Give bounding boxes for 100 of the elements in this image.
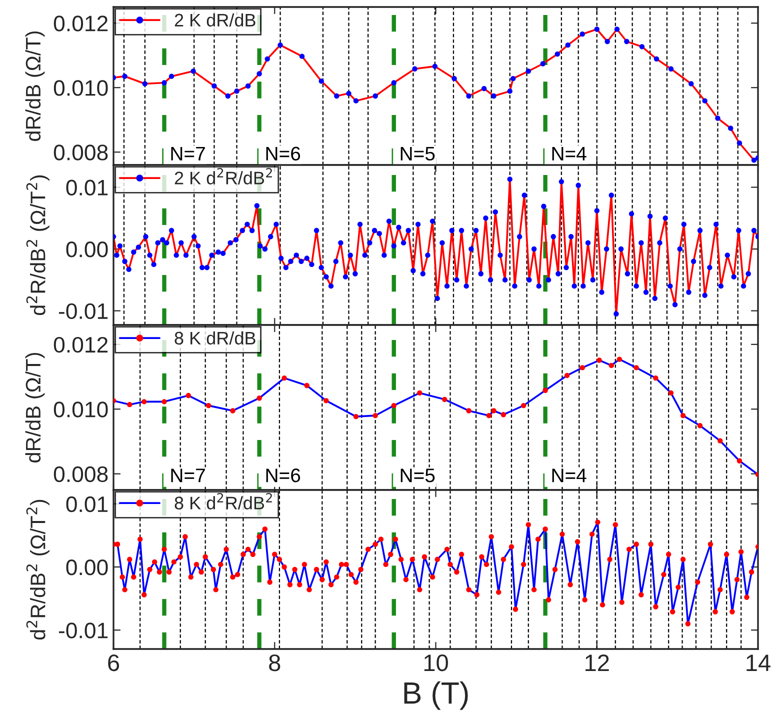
point	[491, 93, 496, 99]
point	[412, 66, 418, 72]
point	[372, 93, 378, 99]
point	[212, 83, 217, 89]
point	[594, 26, 600, 32]
y-tick-label: 0.008	[54, 144, 108, 160]
point	[127, 402, 132, 408]
y-tick-label: 0.008	[54, 466, 108, 482]
point	[736, 140, 742, 146]
point	[466, 408, 472, 414]
point	[122, 74, 128, 79]
annotation: N=5	[400, 468, 435, 482]
point	[452, 76, 457, 82]
point	[264, 56, 270, 62]
point	[142, 81, 148, 86]
y-tick-label: 0.00	[66, 242, 108, 258]
point	[466, 93, 472, 99]
y-tick-label: 0.00	[66, 560, 108, 576]
point	[668, 390, 674, 396]
point	[168, 74, 174, 79]
point	[614, 26, 620, 32]
point	[653, 375, 658, 381]
point	[346, 90, 352, 96]
y-tick-label: 0.01	[66, 180, 108, 196]
point	[736, 458, 742, 464]
point	[604, 38, 610, 44]
point	[230, 408, 236, 414]
point	[442, 396, 448, 402]
annotation: N=6	[266, 468, 300, 482]
point	[616, 356, 622, 362]
legend-label: 2 K d$^{2}$R/dB$^{2}$	[174, 168, 272, 184]
x-axis-title: B (T)	[404, 681, 468, 710]
point	[668, 66, 674, 72]
point	[299, 54, 305, 59]
annotation: N=7	[171, 146, 205, 160]
legend-label: 8 K d$^{2}$R/dB$^{2}$	[174, 492, 272, 510]
y-tick-label: 0.012	[54, 336, 108, 353]
point	[245, 83, 251, 89]
point	[142, 399, 147, 404]
y-tick-label: 0.01	[66, 496, 108, 512]
y-tick-label: 0.010	[54, 402, 108, 418]
x-tick-label: 6	[108, 654, 120, 672]
point	[391, 80, 396, 86]
point	[353, 414, 359, 420]
point	[391, 402, 396, 408]
point	[486, 412, 492, 418]
y-tick-label: -0.01	[58, 303, 108, 320]
x-tick-label: 10	[424, 654, 448, 672]
point	[417, 390, 422, 396]
legend-label: 2 K dR/dB	[174, 13, 256, 27]
y-tick-label: -0.01	[58, 622, 108, 638]
y-axis-title: d$^{2}$R/dB$^{2}$ (Ω/T$^{2}$)	[26, 500, 50, 640]
point	[256, 396, 262, 401]
point	[324, 398, 329, 404]
point	[162, 80, 167, 86]
point	[580, 31, 585, 37]
point	[507, 88, 512, 94]
annotation: N=6	[266, 146, 300, 161]
point	[697, 423, 703, 428]
point	[608, 362, 614, 368]
point	[318, 78, 324, 84]
annotation: N=7	[171, 468, 205, 482]
point	[491, 408, 496, 414]
annotation: N=5	[400, 146, 435, 161]
point	[481, 86, 487, 92]
point	[554, 51, 560, 57]
point	[540, 61, 546, 66]
point	[702, 98, 708, 104]
y-tick-label: 0.010	[54, 80, 108, 96]
point	[432, 64, 438, 69]
annotation: N=4	[552, 468, 586, 482]
point	[580, 365, 585, 370]
x-tick-label: 12	[586, 654, 609, 671]
point	[234, 88, 240, 94]
point	[225, 93, 230, 99]
point	[715, 116, 720, 121]
point	[510, 76, 516, 82]
y-axis-title: dR/dB (Ω/T)	[25, 31, 45, 141]
point	[688, 81, 694, 86]
point	[680, 412, 686, 418]
y-axis-title: dR/dB (Ω/T)	[25, 352, 45, 462]
point	[353, 98, 359, 104]
point	[639, 44, 645, 50]
point	[526, 68, 531, 74]
legend-label: 8 K dR/dB	[174, 331, 256, 345]
point	[278, 42, 283, 48]
point	[634, 365, 639, 370]
point	[334, 93, 340, 99]
point	[372, 412, 378, 418]
point	[162, 399, 167, 404]
point	[565, 42, 570, 48]
x-tick-label: 14	[746, 654, 770, 671]
point	[654, 56, 660, 62]
point	[520, 402, 526, 408]
point	[728, 126, 734, 131]
x-tick-label: 8	[269, 654, 280, 672]
point	[190, 68, 196, 74]
point	[304, 382, 310, 388]
annotation: N=4	[552, 146, 586, 160]
point	[564, 372, 570, 378]
